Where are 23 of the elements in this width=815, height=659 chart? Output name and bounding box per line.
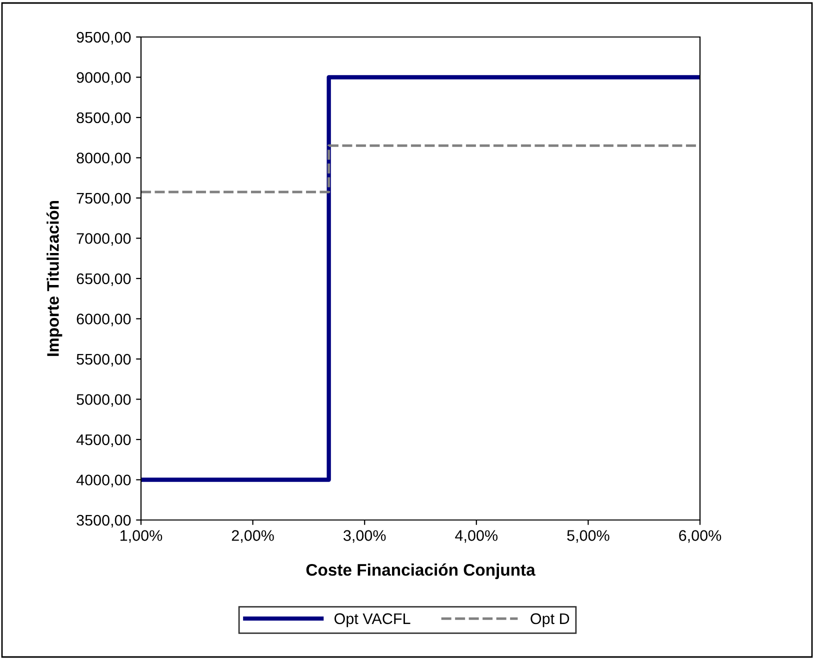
x-tick-label: 2,00% — [232, 530, 274, 543]
y-tick-label: 9000,00 — [76, 72, 131, 85]
y-tick-label: 7000,00 — [76, 233, 131, 246]
legend-label: Opt VACFL — [334, 613, 410, 628]
y-tick-label: 6000,00 — [76, 314, 131, 326]
y-tick-label: 9500,00 — [76, 32, 131, 44]
x-tick-label: 1,00% — [120, 530, 162, 543]
legend-label: Opt D — [530, 613, 570, 628]
y-tick-label: 8500,00 — [76, 112, 131, 125]
y-tick-label: 3500,00 — [76, 514, 131, 528]
x-tick-label: 6,00% — [679, 530, 722, 543]
x-tick-label: 5,00% — [567, 530, 610, 543]
y-tick-label: 6500,00 — [76, 273, 131, 286]
y-tick-label: 5000,00 — [76, 394, 131, 407]
y-tick-label: 7500,00 — [76, 192, 131, 206]
x-axis-title: Coste Financiación Conjunta — [306, 563, 536, 580]
x-tick-label: 3,00% — [344, 530, 386, 543]
y-tick-label: 5500,00 — [76, 354, 131, 366]
y-axis-title: Importe Titulización — [46, 200, 62, 356]
y-tick-label: 8000,00 — [76, 152, 131, 166]
x-tick-label: 4,00% — [455, 530, 498, 543]
y-tick-label: 4500,00 — [76, 434, 131, 447]
y-tick-label: 4000,00 — [76, 474, 131, 488]
